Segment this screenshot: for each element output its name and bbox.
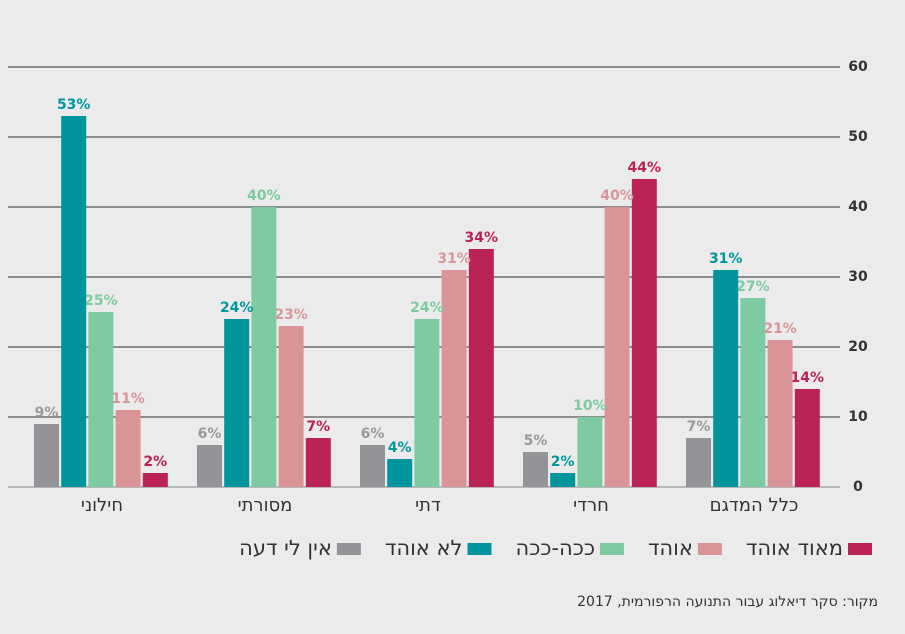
value-label: 14% <box>791 370 825 386</box>
legend-label: מאוד אוהד <box>746 536 843 560</box>
value-label: 7% <box>687 419 711 435</box>
bar <box>631 179 657 487</box>
bar <box>740 298 766 487</box>
value-label: 27% <box>736 279 770 295</box>
legend-label: ככה-ככה <box>516 536 595 560</box>
value-label: 40% <box>247 188 281 204</box>
bar <box>577 417 603 487</box>
value-label: 5% <box>524 433 548 449</box>
bar <box>115 410 141 487</box>
value-label: 6% <box>361 426 385 442</box>
value-label: 44% <box>628 160 662 176</box>
bar <box>88 312 114 487</box>
value-label: 11% <box>111 391 145 407</box>
bar <box>61 116 87 487</box>
bar <box>224 319 250 487</box>
source: מקור: סקר דיאלוג עבור התנועה הרפורמית, 2… <box>577 594 878 610</box>
value-label: 2% <box>551 454 575 470</box>
y-tick-label: 30 <box>848 269 868 285</box>
bar <box>34 424 59 487</box>
bar <box>414 319 440 487</box>
value-label: 31% <box>437 251 471 267</box>
y-tick-label: 60 <box>848 59 868 75</box>
bar <box>360 445 385 487</box>
bar <box>794 389 820 487</box>
legend-swatch <box>697 543 722 555</box>
bar <box>278 326 304 487</box>
value-label: 4% <box>388 440 412 456</box>
x-tick-label: מסורתי <box>238 495 293 516</box>
legend-swatch <box>599 543 624 555</box>
value-label: 34% <box>465 230 499 246</box>
bar <box>441 270 467 487</box>
legend-label: אין לי דעה <box>239 536 332 560</box>
bar <box>523 452 548 487</box>
value-label: 7% <box>306 419 330 435</box>
legend-label: אוהד <box>648 536 693 560</box>
legend-label: לא אוהד <box>385 536 463 560</box>
value-label: 10% <box>573 398 607 414</box>
bar <box>468 249 494 487</box>
bar <box>686 438 711 487</box>
x-tick-label: דתי <box>415 495 441 516</box>
y-tick-label: 20 <box>848 339 868 355</box>
value-label: 9% <box>35 405 59 421</box>
x-tick-label: חרדי <box>573 495 609 516</box>
bar <box>251 207 277 487</box>
bar <box>550 473 576 487</box>
value-label: 24% <box>220 300 254 316</box>
value-label: 23% <box>274 307 308 323</box>
value-label: 21% <box>763 321 797 337</box>
legend-swatch <box>467 543 492 555</box>
y-tick-label: 50 <box>848 129 868 145</box>
value-label: 6% <box>198 426 222 442</box>
y-tick-label: 10 <box>848 409 868 425</box>
x-tick-label: כלל המדגם <box>710 495 799 516</box>
y-tick-label: 40 <box>848 199 868 215</box>
bar <box>767 340 793 487</box>
value-label: 40% <box>600 188 634 204</box>
value-label: 53% <box>57 97 91 113</box>
bar <box>305 438 331 487</box>
value-label: 2% <box>143 454 167 470</box>
bar <box>387 459 413 487</box>
bar <box>197 445 222 487</box>
y-tick-label: 0 <box>853 479 863 495</box>
bar <box>142 473 168 487</box>
bar <box>713 270 739 487</box>
value-label: 31% <box>709 251 743 267</box>
bar <box>604 207 630 487</box>
x-tick-label: חילוני <box>81 495 123 516</box>
value-label: 24% <box>410 300 444 316</box>
legend-swatch <box>848 543 872 555</box>
legend-swatch <box>336 543 361 555</box>
value-label: 25% <box>84 293 118 309</box>
